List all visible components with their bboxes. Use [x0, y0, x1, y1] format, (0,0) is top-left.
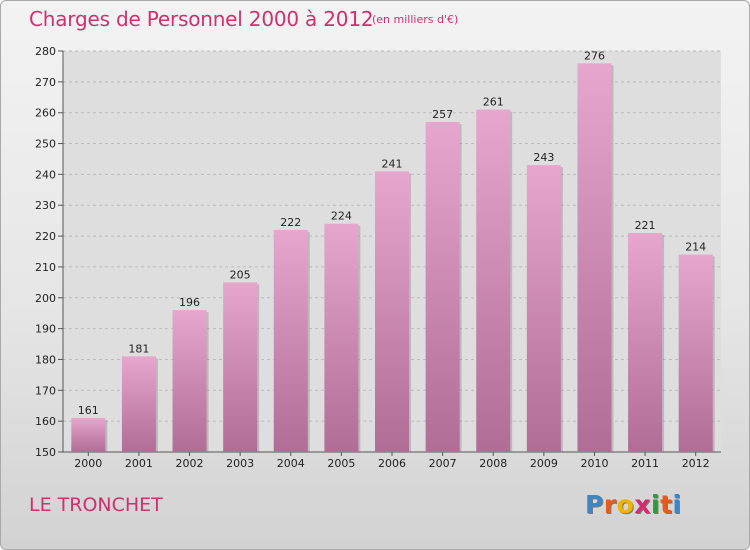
chart-subtitle: (en milliers d'€) — [372, 13, 459, 26]
proxiti-logo[interactable]: Proxiti — [585, 490, 682, 519]
x-tick-label: 2002 — [176, 457, 204, 470]
x-tick-label: 2010 — [580, 457, 608, 470]
commune-name: LE TRONCHET — [29, 494, 163, 516]
data-label: 221 — [635, 219, 656, 232]
y-tick-label: 160 — [35, 415, 56, 428]
data-label: 205 — [230, 268, 251, 281]
logo-letter: i — [672, 490, 682, 519]
x-tick-label: 2004 — [277, 457, 305, 470]
data-label: 181 — [128, 342, 149, 355]
data-label: 243 — [533, 151, 554, 164]
x-tick-label: 2012 — [682, 457, 710, 470]
x-tick-label: 2005 — [327, 457, 355, 470]
data-label: 161 — [78, 404, 99, 417]
data-label: 276 — [584, 49, 605, 62]
bar — [121, 356, 156, 452]
logo-letter: o — [616, 490, 635, 519]
bar — [476, 109, 511, 452]
bar — [273, 229, 308, 452]
y-tick-label: 260 — [35, 107, 56, 120]
bar — [324, 223, 359, 452]
bar — [577, 63, 612, 452]
x-tick-label: 2000 — [74, 457, 102, 470]
x-tick-label: 2006 — [378, 457, 406, 470]
chart-title: Charges de Personnel 2000 à 2012 — [29, 7, 374, 31]
y-tick-label: 250 — [35, 138, 56, 151]
bar — [223, 282, 258, 452]
bar — [526, 165, 561, 452]
bar — [375, 171, 409, 453]
x-tick-label: 2001 — [125, 457, 153, 470]
logo-letter: t — [660, 490, 673, 519]
logo-letter: x — [634, 490, 651, 519]
data-label: 261 — [483, 96, 504, 109]
bar — [172, 310, 207, 452]
x-tick-label: 2008 — [479, 457, 507, 470]
data-label: 222 — [280, 216, 301, 229]
y-tick-label: 270 — [35, 76, 56, 89]
y-tick-label: 210 — [35, 261, 56, 274]
logo-letter: P — [585, 490, 604, 519]
y-tick-label: 240 — [35, 168, 56, 181]
data-label: 214 — [685, 241, 706, 254]
y-tick-label: 190 — [35, 323, 56, 336]
logo-letter: r — [603, 490, 617, 519]
bar — [425, 121, 460, 452]
y-tick-label: 150 — [35, 446, 56, 459]
data-label: 224 — [331, 210, 352, 223]
logo-letter: i — [651, 490, 661, 519]
x-tick-label: 2003 — [226, 457, 254, 470]
y-tick-label: 230 — [35, 199, 56, 212]
y-tick-label: 200 — [35, 292, 56, 305]
data-label: 196 — [179, 296, 200, 309]
y-tick-label: 180 — [35, 353, 56, 366]
y-tick-label: 280 — [35, 45, 56, 58]
bar — [678, 254, 713, 452]
x-tick-label: 2009 — [530, 457, 558, 470]
data-label: 257 — [432, 108, 453, 121]
bar — [628, 232, 663, 452]
data-label: 241 — [382, 157, 403, 170]
bar — [71, 418, 106, 452]
x-tick-label: 2007 — [429, 457, 457, 470]
y-tick-label: 220 — [35, 230, 56, 243]
y-tick-label: 170 — [35, 384, 56, 397]
x-tick-label: 2011 — [631, 457, 659, 470]
